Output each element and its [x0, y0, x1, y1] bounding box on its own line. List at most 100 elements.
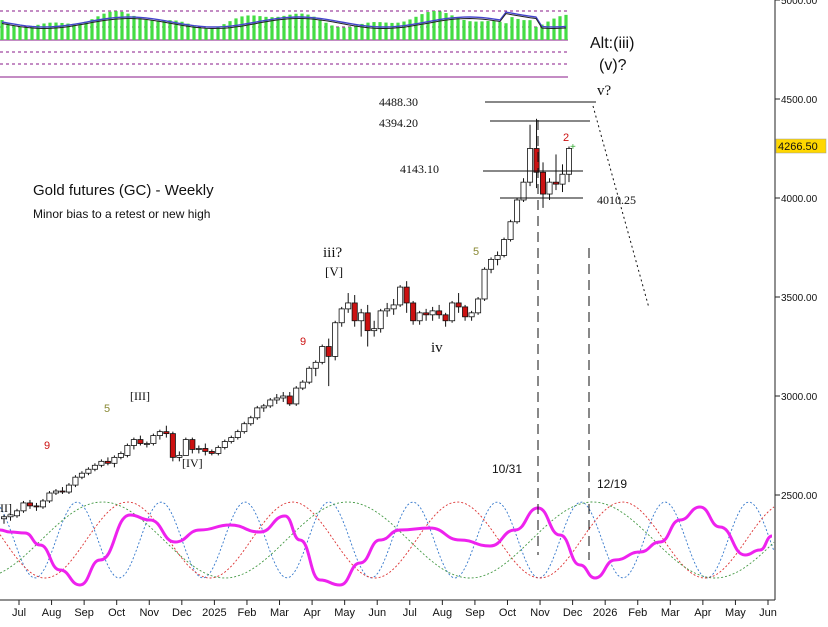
panel-bar	[102, 14, 105, 40]
candle-body	[131, 440, 136, 446]
cycle-short	[0, 502, 774, 578]
x-tick-label: 2025	[202, 607, 226, 619]
candle-body	[372, 329, 377, 331]
candle-body	[14, 511, 19, 516]
candle-body	[216, 447, 221, 453]
candle-body	[274, 398, 279, 400]
candle-body	[391, 305, 396, 309]
candle-body	[462, 307, 467, 317]
x-tick-label: Feb	[628, 607, 647, 619]
candle-body	[346, 303, 351, 309]
panel-bar	[468, 21, 471, 40]
candle-body	[456, 303, 461, 307]
candle-body	[553, 182, 558, 184]
panel-bar	[534, 27, 537, 40]
panel-bar	[162, 20, 165, 40]
count-label-5-a: 5	[104, 403, 110, 415]
candle-body	[190, 440, 195, 450]
panel-bar	[378, 22, 381, 40]
candle-body	[183, 440, 188, 456]
candle-body	[99, 461, 104, 465]
panel-bar	[396, 23, 399, 40]
candle-body	[417, 313, 422, 321]
panel-bar	[522, 20, 525, 40]
candle-body	[488, 259, 493, 269]
chart-subtitle: Minor bias to a retest or new high	[33, 207, 210, 221]
panel-bar	[504, 23, 507, 40]
candle-body	[53, 491, 58, 493]
panel-bar	[414, 17, 417, 40]
candle-body	[47, 493, 52, 501]
candle-body	[521, 182, 526, 200]
time-axis: JulAugSepOctNovDec2025FebMarAprMayJunJul…	[0, 600, 777, 619]
count-label-9-a: 9	[44, 440, 50, 452]
panel-bar	[78, 23, 81, 40]
wave-label-III: [III]	[130, 389, 150, 403]
panel-bar	[114, 11, 117, 40]
cycle-oscillators	[0, 502, 774, 585]
y-tick-label: 3000.00	[781, 392, 818, 403]
candle-body	[1, 517, 6, 519]
panel-bar	[48, 23, 51, 40]
panel-bar	[432, 11, 435, 40]
panel-bar	[552, 19, 555, 40]
candle-body	[508, 222, 513, 240]
panel-bar	[198, 28, 201, 40]
panel-bar	[108, 12, 111, 40]
candlestick-series	[1, 119, 571, 524]
candle-body	[359, 313, 364, 321]
candle-body	[287, 396, 292, 404]
candle-body	[495, 255, 500, 259]
x-tick-label: Jun	[759, 607, 777, 619]
candle-body	[60, 491, 65, 492]
panel-bar	[546, 22, 549, 40]
candle-body	[66, 485, 71, 492]
panel-bar	[144, 20, 147, 40]
count-label-9-b: 9	[300, 336, 306, 348]
panel-bar	[54, 23, 57, 40]
panel-bar	[240, 16, 243, 40]
panel-bar	[234, 18, 237, 40]
candle-body	[281, 396, 286, 398]
x-tick-label: Dec	[563, 607, 583, 619]
level-label-4488: 4488.30	[379, 95, 418, 109]
candle-body	[34, 506, 39, 507]
x-tick-label: Dec	[172, 607, 192, 619]
panel-bar	[6, 23, 9, 40]
candle-body	[138, 440, 143, 444]
x-tick-label: Mar	[270, 607, 289, 619]
panel-bar	[258, 16, 261, 40]
panel-bar	[24, 27, 27, 40]
count-labels: 9 5 9 5 2	[44, 132, 569, 452]
panel-bar	[384, 23, 387, 40]
candle-body	[112, 457, 117, 463]
candle-body	[235, 432, 240, 438]
panel-bar	[474, 22, 477, 40]
panel-bar	[462, 20, 465, 40]
panel-bar	[318, 20, 321, 40]
x-tick-label: Jul	[403, 607, 417, 619]
last-bar-cross-icon: +	[570, 142, 576, 153]
y-tick-label: 3500.00	[781, 293, 818, 304]
level-label-4143: 4143.10	[400, 162, 439, 176]
x-tick-label: May	[334, 607, 355, 619]
panel-bars	[0, 11, 567, 40]
panel-bar	[210, 28, 213, 40]
panel-bar	[120, 12, 123, 40]
candle-body	[547, 182, 552, 194]
marker-label-1219: 12/19	[597, 477, 627, 491]
x-tick-group: JulAugSepOctNovDec2025FebMarAprMayJunJul…	[12, 600, 777, 619]
candle-body	[300, 382, 305, 388]
candle-body	[21, 503, 26, 511]
cycle-medium	[0, 502, 774, 578]
candle-body	[352, 303, 357, 321]
candle-body	[209, 451, 214, 453]
candle-body	[164, 432, 169, 434]
chart-title: Gold futures (GC) - Weekly	[33, 182, 214, 199]
panel-bar	[192, 26, 195, 40]
candle-body	[79, 473, 84, 477]
x-tick-label: Mar	[661, 607, 680, 619]
candle-body	[203, 448, 208, 451]
x-tick-label: Feb	[237, 607, 256, 619]
panel-bar	[480, 21, 483, 40]
